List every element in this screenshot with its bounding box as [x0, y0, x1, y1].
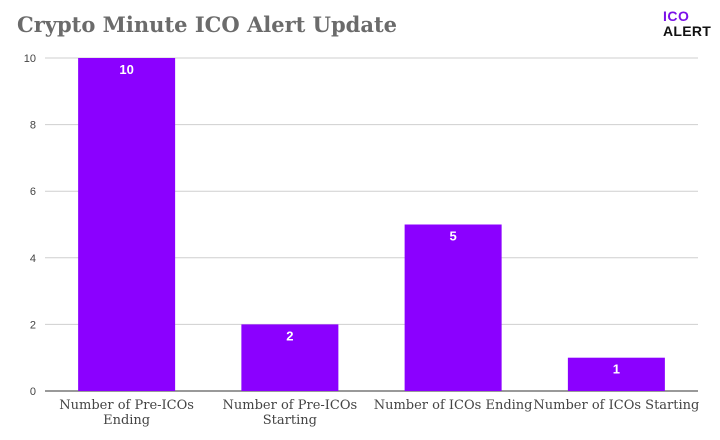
chart-title: Crypto Minute ICO Alert Update	[17, 12, 398, 37]
x-tick-label: Number of ICOs Starting	[533, 398, 699, 413]
y-axis-ticks: 0 2 4 6 8 10	[24, 53, 36, 398]
y-tick-label: 8	[30, 120, 36, 132]
bar-value-label: 1	[613, 362, 620, 377]
x-tick-label: Number of ICOs Ending	[374, 398, 533, 413]
ico-alert-logo: ICO ALERT	[663, 9, 711, 39]
data-labels: 10 2 5 1	[119, 62, 620, 377]
logo-line-1: ICO	[663, 8, 690, 24]
y-tick-label: 6	[30, 186, 36, 198]
bar	[567, 357, 665, 391]
x-axis-ticks: Number of Pre-ICOs Ending Number of Pre-IC…	[59, 398, 699, 428]
bar	[241, 324, 339, 391]
bar-value-label: 5	[450, 229, 457, 244]
y-tick-label: 10	[24, 53, 36, 65]
bar	[78, 58, 176, 391]
y-tick-label: 0	[30, 386, 36, 398]
y-tick-label: 4	[30, 253, 36, 265]
bar-value-label: 2	[286, 328, 293, 343]
x-tick-label: Number of Pre-ICOs Starting	[223, 398, 358, 428]
logo-line-2: ALERT	[663, 23, 712, 39]
bar-value-label: 10	[119, 62, 133, 77]
x-tick-label: Number of Pre-ICOs Ending	[59, 398, 194, 428]
bar	[404, 224, 502, 391]
y-tick-label: 2	[30, 319, 36, 331]
bars	[78, 58, 665, 391]
